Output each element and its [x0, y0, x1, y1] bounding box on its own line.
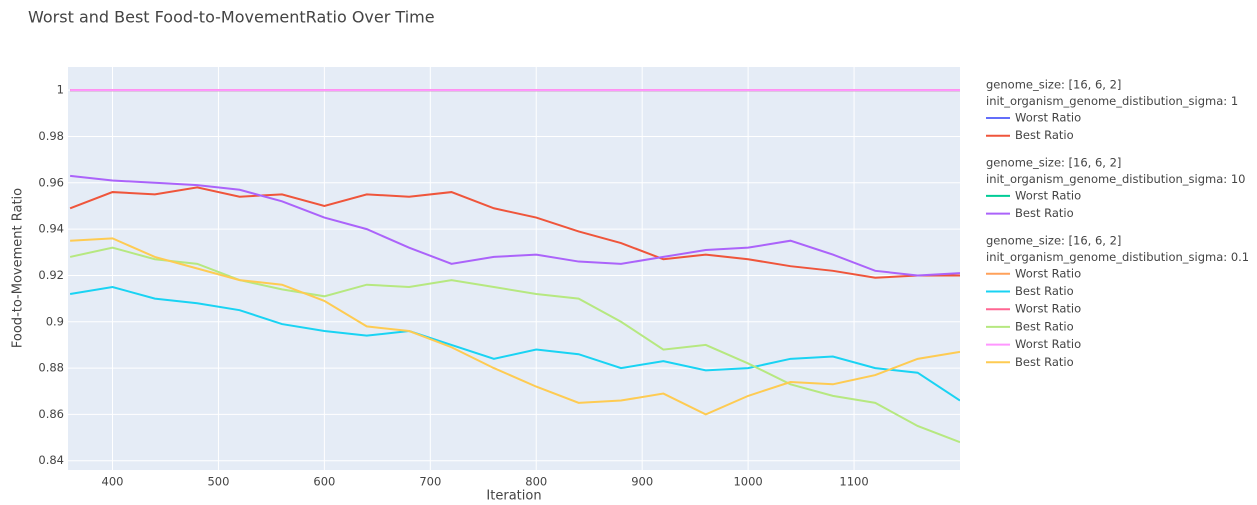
y-tick-label: 0.9: [46, 314, 64, 328]
legend-group-title: init_organism_genome_distibution_sigma: …: [986, 94, 1238, 108]
legend-label: Best Ratio: [1015, 319, 1074, 333]
line: [70, 237, 960, 416]
legend-group-title: genome_size: [16, 6, 2]: [986, 155, 1121, 169]
y-tick-label: 0.94: [38, 222, 64, 236]
x-tick-label: 900: [631, 475, 653, 489]
y-tick-label: 0.86: [38, 407, 64, 421]
x-tick-label: 800: [525, 475, 547, 489]
legend-group-title: init_organism_genome_distibution_sigma: …: [986, 250, 1249, 264]
legend-group-title: genome_size: [16, 6, 2]: [986, 78, 1121, 92]
legend-label: Worst Ratio: [1015, 188, 1081, 202]
legend-label: Worst Ratio: [1015, 337, 1081, 351]
legend-group-title: genome_size: [16, 6, 2]: [986, 233, 1121, 247]
plot-lines: [69, 89, 960, 444]
legend-label: Worst Ratio: [1015, 302, 1081, 316]
y-tick-label: 1: [57, 83, 64, 97]
x-tick-label: 1100: [839, 475, 868, 489]
legend-label: Best Ratio: [1015, 128, 1074, 142]
legend-label: Best Ratio: [1015, 355, 1074, 369]
x-tick-label: 700: [419, 475, 441, 489]
x-tick-label: 600: [313, 475, 335, 489]
chart-title: Worst and Best Food-to-MovementRatio Ove…: [28, 8, 435, 27]
line: [70, 174, 960, 277]
y-axis-title: Food-to-Movement Ratio: [11, 188, 26, 348]
legend-label: Best Ratio: [1015, 206, 1074, 220]
line: [69, 186, 960, 279]
x-tick-label: 400: [102, 475, 124, 489]
y-tick-label: 0.98: [38, 129, 64, 143]
x-axis-title: Iteration: [486, 489, 541, 504]
legend-label: Worst Ratio: [1015, 266, 1081, 280]
y-tick-label: 0.88: [38, 361, 64, 375]
legend-label: Best Ratio: [1015, 284, 1074, 298]
line: [69, 286, 960, 402]
legend-group-title: init_organism_genome_distibution_sigma: …: [986, 172, 1245, 186]
y-tick-label: 0.96: [38, 175, 64, 189]
y-tick-label: 0.84: [38, 453, 64, 467]
x-tick-label: 1000: [733, 475, 762, 489]
plot-area: [68, 67, 960, 470]
line: [69, 246, 960, 444]
y-tick-label: 0.92: [38, 268, 64, 282]
legend-label: Worst Ratio: [1015, 111, 1081, 125]
x-tick-label: 500: [207, 475, 229, 489]
